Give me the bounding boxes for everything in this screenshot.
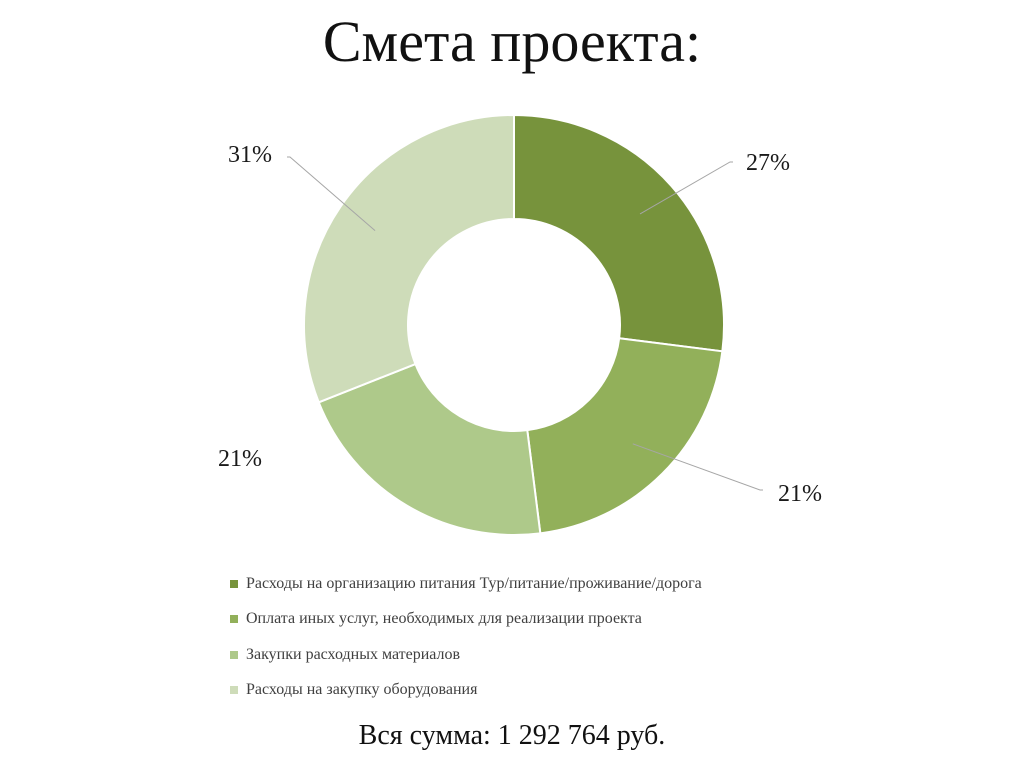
legend-swatch-3 xyxy=(230,650,238,659)
legend-item-3: Закупки расходных материалов xyxy=(230,637,702,673)
legend-swatch-1 xyxy=(230,579,238,588)
legend-item-2: Оплата иных услуг, необходимых для реали… xyxy=(230,602,702,638)
donut-slice-4 xyxy=(303,113,515,404)
legend-label-1: Расходы на организацию питания Тур/питан… xyxy=(246,574,702,592)
data-label-3: 21% xyxy=(218,446,262,472)
data-label-1: 27% xyxy=(746,150,790,176)
data-label-2: 21% xyxy=(778,481,822,507)
donut-slice-1 xyxy=(513,113,725,353)
data-label-4: 31% xyxy=(228,142,272,168)
leader-line-1 xyxy=(639,161,733,215)
legend-label-3: Закупки расходных материалов xyxy=(246,645,461,663)
legend-swatch-2 xyxy=(230,615,238,624)
legend-item-1: Расходы на организацию питания Тур/питан… xyxy=(230,566,702,602)
leader-line-2 xyxy=(632,443,763,491)
donut-slice-3 xyxy=(317,362,542,536)
chart-legend: Расходы на организацию питания Тур/питан… xyxy=(230,566,702,708)
donut-slice-2 xyxy=(526,337,724,535)
legend-swatch-4 xyxy=(230,686,238,695)
legend-label-4: Расходы на закупку оборудования xyxy=(246,681,478,699)
leader-line-4 xyxy=(287,156,376,231)
total-sum: Вся сумма: 1 292 764 руб. xyxy=(358,720,666,751)
slide-title: Смета проекта: xyxy=(322,9,702,74)
legend-item-4: Расходы на закупку оборудования xyxy=(230,673,702,709)
legend-label-2: Оплата иных услуг, необходимых для реали… xyxy=(246,610,642,628)
